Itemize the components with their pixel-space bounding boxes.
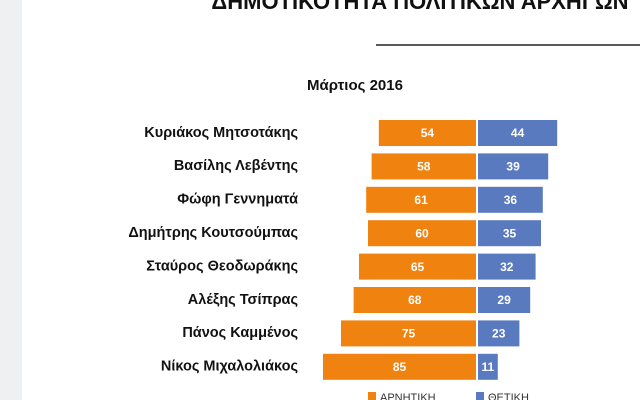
bar xyxy=(478,153,549,180)
value-label: 68 xyxy=(408,293,422,307)
bar xyxy=(368,220,476,247)
bar xyxy=(359,253,476,280)
value-label: 36 xyxy=(504,193,518,207)
legend-swatch xyxy=(368,392,376,400)
value-label: 11 xyxy=(482,360,495,374)
side-strip xyxy=(0,0,22,400)
bar xyxy=(323,353,476,380)
bar xyxy=(341,320,476,347)
value-label: 32 xyxy=(500,260,514,274)
legend-swatch xyxy=(476,392,484,400)
legend-label: ΘΕΤΙΚΗ xyxy=(488,392,529,400)
bar xyxy=(478,186,543,213)
bar xyxy=(378,120,476,146)
value-label: 85 xyxy=(393,360,407,374)
category-label: Βασίλης Λεβέντης xyxy=(174,158,298,174)
bar xyxy=(353,287,476,313)
chart-title: ΔΗΜΟΤΙΚΟΤΗΤΑ ΠΟΛΙΤΙΚΩΝ ΑΡΧΗΓΩΝ xyxy=(211,0,628,14)
category-label: Νίκος Μιχαλολιάκος xyxy=(161,359,298,375)
legend-label: ΑΡΝΗΤΙΚΗ xyxy=(380,392,436,400)
value-label: 39 xyxy=(506,160,520,174)
bar xyxy=(478,220,541,247)
bar xyxy=(478,320,520,347)
category-label: Δημήτρης Κουτσούμπας xyxy=(128,225,298,241)
category-label: Φώφη Γεννηματά xyxy=(177,192,298,208)
value-label: 35 xyxy=(503,226,517,240)
category-label: Σταύρος Θεοδωράκης xyxy=(146,258,298,274)
bar xyxy=(478,253,536,280)
value-label: 44 xyxy=(511,126,525,140)
bar xyxy=(478,353,498,380)
bar xyxy=(478,120,558,146)
category-label: Αλέξης Τσίπρας xyxy=(188,292,298,308)
value-label: 23 xyxy=(492,327,506,341)
category-label: Πάνος Καμμένος xyxy=(182,325,298,341)
category-label: Κυριάκος Μητσοτάκης xyxy=(144,125,298,141)
bar xyxy=(366,186,476,213)
chart-subtitle: Μάρτιος 2016 xyxy=(307,77,403,94)
value-label: 58 xyxy=(417,160,431,174)
value-label: 65 xyxy=(411,260,425,274)
bar xyxy=(478,287,531,313)
value-label: 54 xyxy=(421,126,435,140)
value-label: 60 xyxy=(415,226,429,240)
value-label: 75 xyxy=(402,327,416,341)
value-label: 61 xyxy=(414,193,428,207)
bar xyxy=(371,153,476,180)
value-label: 29 xyxy=(497,293,511,307)
